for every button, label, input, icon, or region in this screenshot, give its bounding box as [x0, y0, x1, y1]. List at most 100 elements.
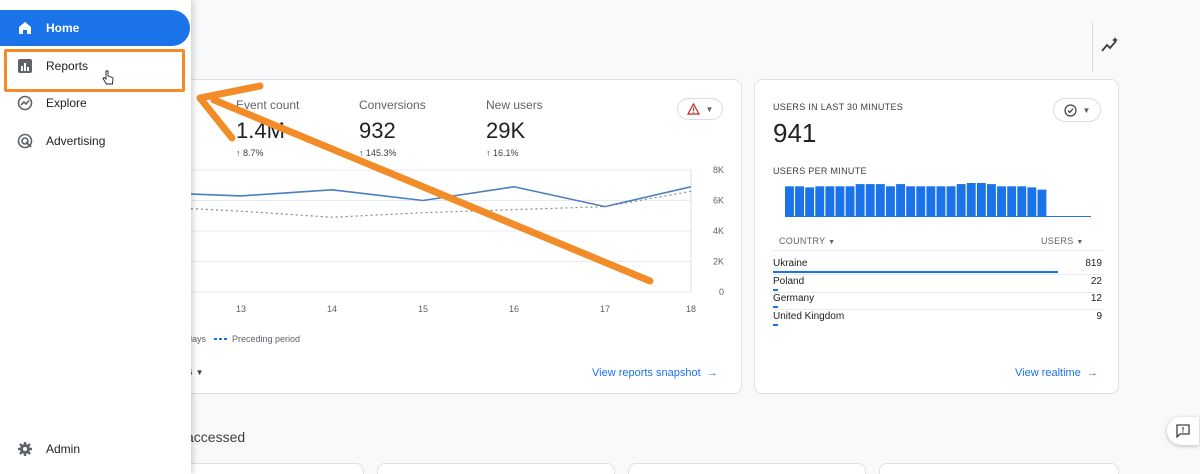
sidebar-item-home[interactable]: Home	[0, 10, 190, 46]
chevron-down-icon: ▼	[1082, 105, 1091, 115]
sidebar-item-reports[interactable]: Reports	[0, 48, 178, 85]
advertising-icon	[16, 132, 34, 150]
gear-icon	[16, 440, 34, 458]
metric-change-value: 145.3%	[366, 148, 397, 158]
metric-value: 932	[359, 118, 396, 143]
minute-bar	[886, 186, 895, 216]
minute-bar	[1027, 187, 1037, 216]
realtime-subtitle: USERS PER MINUTE	[773, 166, 867, 176]
link-label: View realtime	[1015, 367, 1081, 379]
minute-bar	[835, 186, 845, 216]
y-tick-label: 4K	[713, 226, 724, 236]
realtime-value: 941	[773, 118, 817, 148]
insights-icon	[1101, 37, 1118, 52]
minute-bar	[855, 184, 865, 216]
metric-label: New users	[486, 98, 543, 112]
minute-bar	[865, 184, 875, 216]
country-users: 12	[1090, 293, 1102, 304]
sidebar-item-label: Admin	[46, 442, 81, 456]
realtime-title: USERS IN LAST 30 MINUTES	[773, 102, 904, 112]
legend-current: days	[187, 334, 206, 344]
y-tick-label: 2K	[713, 257, 724, 267]
minute-bar	[997, 186, 1006, 216]
x-tick-label: 17	[600, 304, 610, 314]
realtime-card: USERS IN LAST 30 MINUTES 941 USERS PER M…	[754, 79, 1119, 394]
sidebar-item-explore[interactable]: Explore	[0, 85, 178, 121]
country-name: United Kingdom	[773, 311, 845, 322]
metric-label: Conversions	[359, 98, 426, 112]
row-divider	[773, 309, 1102, 310]
legend-previous-label: Preceding period	[232, 334, 301, 344]
hand-cursor-icon	[102, 70, 114, 89]
feedback-button[interactable]	[1167, 417, 1199, 445]
view-reports-snapshot-link[interactable]: View reports snapshot →	[592, 367, 718, 379]
minute-bar	[936, 186, 946, 216]
metric-change: ↑ 145.3%	[359, 148, 397, 158]
link-label: View reports snapshot	[592, 367, 701, 379]
sidebar-item-label: Advertising	[46, 134, 106, 148]
minute-bar	[987, 184, 996, 216]
arrow-right-icon: →	[1086, 367, 1098, 379]
legend-current-label: days	[187, 334, 207, 344]
metric-label: Event count	[236, 98, 300, 112]
metric-change: ↑ 8.7%	[236, 148, 264, 158]
country-name: Ukraine	[773, 258, 808, 269]
insights-button[interactable]	[1100, 36, 1120, 56]
minute-bar	[956, 184, 966, 216]
users-column-header[interactable]: USERS ▼	[1041, 236, 1084, 246]
minute-bar	[785, 186, 794, 216]
x-tick-label: 16	[509, 304, 519, 314]
recent-card[interactable]	[879, 463, 1119, 474]
metric-event-count[interactable]: Event count 1.4M ↑ 8.7%	[236, 98, 299, 158]
view-realtime-link[interactable]: View realtime →	[1015, 367, 1098, 379]
dashed-line-swatch	[214, 338, 228, 340]
y-tick-label: 0	[719, 287, 724, 297]
table-row[interactable]: United Kingdom 9	[773, 311, 1102, 329]
data-quality-button[interactable]: ▼	[677, 98, 723, 120]
minute-bar	[916, 186, 926, 216]
metric-change-value: 16.1%	[493, 148, 519, 158]
minute-bar	[875, 184, 885, 216]
home-icon	[16, 19, 34, 37]
explore-icon	[16, 94, 34, 112]
country-users: 22	[1090, 276, 1102, 287]
minute-bar	[926, 186, 936, 216]
sidebar-item-label: Reports	[46, 59, 89, 73]
recent-card[interactable]	[628, 463, 866, 474]
minute-bar	[966, 183, 976, 216]
country-share-bar	[773, 306, 778, 308]
metric-new-users[interactable]: New users 29K ↑ 16.1%	[486, 98, 543, 158]
users-header-label: USERS	[1041, 236, 1074, 246]
check-circle-icon	[1063, 103, 1077, 117]
country-users: 819	[1085, 258, 1102, 269]
table-row[interactable]: Poland 22	[773, 276, 1102, 294]
section-title: accessed	[186, 429, 246, 445]
x-tick-label: 15	[418, 304, 428, 314]
metric-value: 1.4M	[236, 118, 285, 143]
table-row[interactable]: Germany 12	[773, 293, 1102, 311]
series-line-current	[121, 185, 692, 208]
country-share-bar	[773, 289, 778, 291]
minute-bar	[1037, 189, 1047, 216]
country-header-label: COUNTRY	[779, 236, 826, 246]
minute-bar	[906, 186, 916, 216]
sidebar-item-admin[interactable]: Admin	[0, 431, 178, 467]
y-tick-label: 6K	[713, 196, 724, 206]
row-divider	[773, 292, 1102, 293]
minute-bar	[805, 187, 815, 216]
table-row[interactable]: Ukraine 819	[773, 258, 1102, 276]
metric-conversions[interactable]: Conversions 932 ↑ 145.3%	[359, 98, 426, 158]
country-column-header[interactable]: COUNTRY ▼	[779, 236, 835, 246]
recent-card[interactable]	[377, 463, 615, 474]
realtime-status-button[interactable]: ▼	[1053, 98, 1101, 122]
sidebar-item-advertising[interactable]: Advertising	[0, 123, 178, 159]
country-name: Poland	[773, 276, 805, 287]
minute-bar	[795, 186, 804, 216]
minute-bar	[1007, 186, 1017, 216]
legend-previous: Preceding period	[214, 334, 300, 344]
caret-down-icon: ▼	[195, 368, 204, 377]
minute-bar	[976, 183, 986, 216]
minute-bar	[946, 186, 956, 216]
users-per-minute-bars	[785, 183, 1091, 217]
table-divider	[773, 250, 1102, 251]
